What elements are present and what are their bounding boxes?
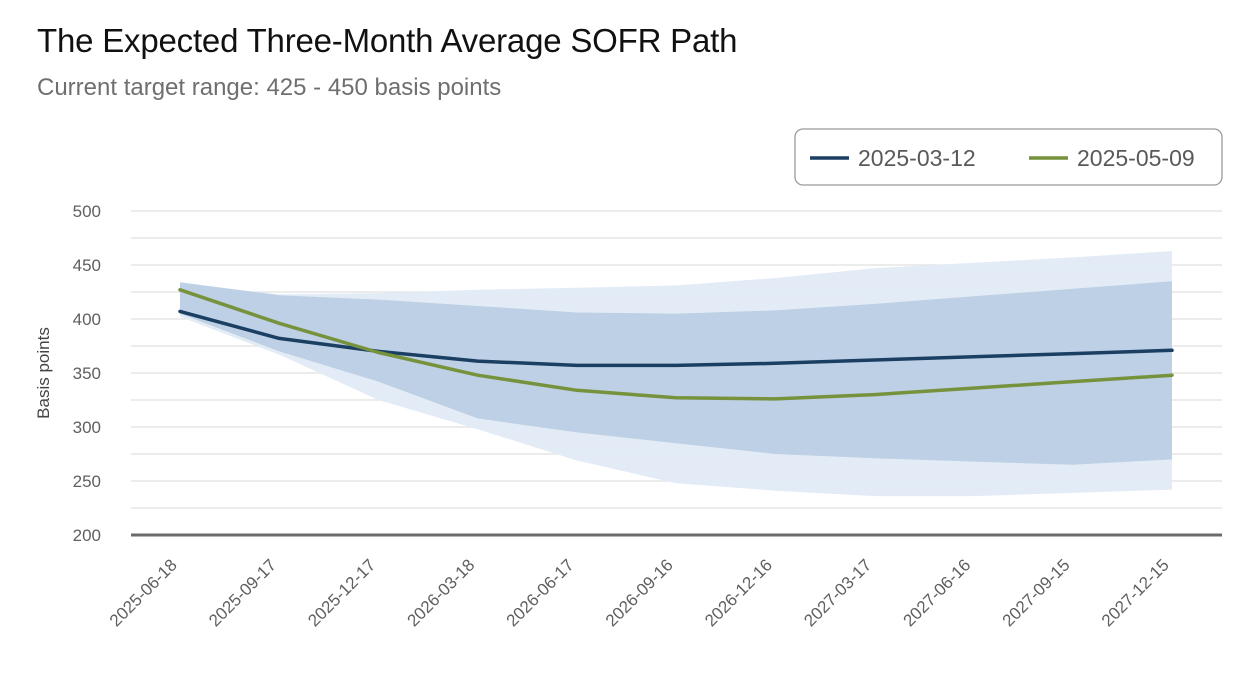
y-tick-label: 250 bbox=[73, 472, 101, 491]
series-lines bbox=[178, 288, 1174, 401]
x-tick-label: 2025-06-18 bbox=[106, 555, 181, 630]
x-tick-label: 2027-09-15 bbox=[999, 555, 1074, 630]
series-line-2025-05-09 bbox=[178, 288, 1174, 401]
legend-box bbox=[794, 128, 1223, 186]
y-tick-label: 300 bbox=[73, 418, 101, 437]
x-tick-label: 2025-09-17 bbox=[205, 555, 280, 630]
x-tick-label: 2026-12-16 bbox=[701, 555, 776, 630]
x-tick-label: 2025-12-17 bbox=[304, 555, 379, 630]
x-tick-label: 2027-12-15 bbox=[1098, 555, 1173, 630]
y-tick-label: 200 bbox=[73, 526, 101, 545]
x-tick-label: 2027-06-16 bbox=[899, 555, 974, 630]
y-axis-ticks: 500 450 400 350 300 250 200 bbox=[73, 202, 101, 545]
x-tick-label: 2027-03-17 bbox=[800, 555, 875, 630]
chart-title: The Expected Three-Month Average SOFR Pa… bbox=[37, 22, 738, 59]
y-tick-label: 500 bbox=[73, 202, 101, 221]
legend-label-2025-03-12: 2025-03-12 bbox=[858, 145, 976, 171]
band-2025-05-09 bbox=[180, 281, 1172, 465]
x-tick-label: 2026-06-17 bbox=[503, 555, 578, 630]
x-axis-ticks: 2025-06-18 2025-09-17 2025-12-17 2026-03-18… bbox=[106, 555, 1173, 630]
series-line-2025-03-12 bbox=[178, 309, 1174, 368]
y-tick-label: 400 bbox=[73, 310, 101, 329]
x-tick-label: 2026-03-18 bbox=[403, 555, 478, 630]
y-tick-label: 350 bbox=[73, 364, 101, 383]
y-tick-label: 450 bbox=[73, 256, 101, 275]
uncertainty-bands bbox=[180, 251, 1172, 497]
chart-subtitle: Current target range: 425 - 450 basis po… bbox=[37, 74, 502, 101]
y-axis-label: Basis points bbox=[34, 327, 53, 419]
legend-label-2025-05-09: 2025-05-09 bbox=[1077, 145, 1195, 171]
legend: 2025-03-12 2025-05-09 bbox=[794, 128, 1223, 186]
x-tick-label: 2026-09-16 bbox=[602, 555, 677, 630]
